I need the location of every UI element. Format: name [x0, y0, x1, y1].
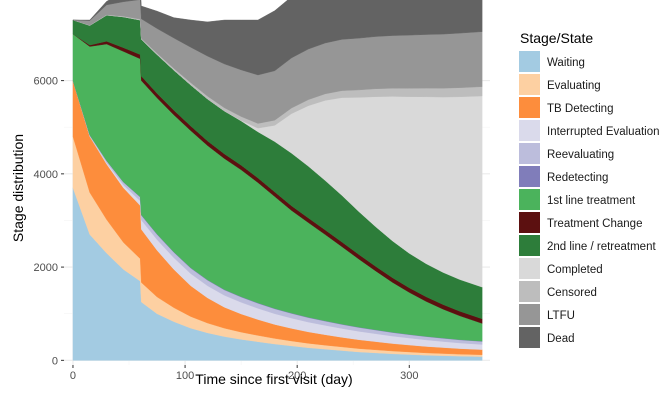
y-axis-title: Stage distribution [10, 134, 26, 242]
legend-key-waiting [519, 51, 540, 72]
area-layers [72, 0, 483, 361]
y-axis-ticks: 0 2000 4000 6000 [34, 76, 64, 367]
area-dead [72, 0, 483, 76]
legend-label-interrupted-evaluation: Interrupted Evaluation [547, 126, 660, 138]
y-tick-label: 4000 [34, 169, 58, 181]
legend-label-reevaluating: Reevaluating [547, 149, 614, 161]
legend-label-ltfu: LTFU [547, 310, 575, 322]
legend-label-treatment-change: Treatment Change [547, 218, 642, 230]
legend-label-tb-detecting: TB Detecting [547, 103, 613, 115]
legend-key-2nd-line-retreatment [519, 235, 540, 256]
y-tick-label: 6000 [34, 76, 58, 88]
legend-label-1st-line-treatment: 1st line treatment [547, 195, 636, 207]
legend-key-ltfu [519, 304, 540, 325]
x-tick-label: 0 [70, 370, 76, 382]
legend-label-censored: Censored [547, 287, 597, 299]
legend-label-evaluating: Evaluating [547, 80, 601, 92]
legend-key-completed [519, 258, 540, 279]
legend-label-completed: Completed [547, 264, 603, 276]
legend-label-dead: Dead [547, 333, 575, 345]
legend-key-evaluating [519, 74, 540, 95]
legend-title: Stage/State [520, 30, 593, 46]
legend-key-treatment-change [519, 212, 540, 233]
legend-key-censored [519, 281, 540, 302]
legend-key-1st-line-treatment [519, 189, 540, 210]
x-tick-label: 200 [288, 370, 306, 382]
legend-label-redetecting: Redetecting [547, 172, 608, 184]
legend-key-interrupted-evaluation [519, 120, 540, 141]
legend-key-tb-detecting [519, 97, 540, 118]
x-tick-label: 300 [400, 370, 418, 382]
legend: Waiting Evaluating TB Detecting Interrupted… [519, 51, 660, 348]
legend-label-2nd-line-retreatment: 2nd line / retreatment [547, 241, 656, 253]
x-axis-ticks: 0 100 200 300 [70, 365, 418, 382]
x-tick-label: 100 [176, 370, 194, 382]
y-tick-label: 2000 [34, 262, 58, 274]
legend-key-reevaluating [519, 143, 540, 164]
x-axis-title: Time since first visit (day) [195, 371, 352, 387]
legend-label-waiting: Waiting [547, 57, 585, 69]
legend-key-dead [519, 327, 540, 348]
legend-key-redetecting [519, 166, 540, 187]
y-tick-label: 0 [52, 355, 58, 367]
